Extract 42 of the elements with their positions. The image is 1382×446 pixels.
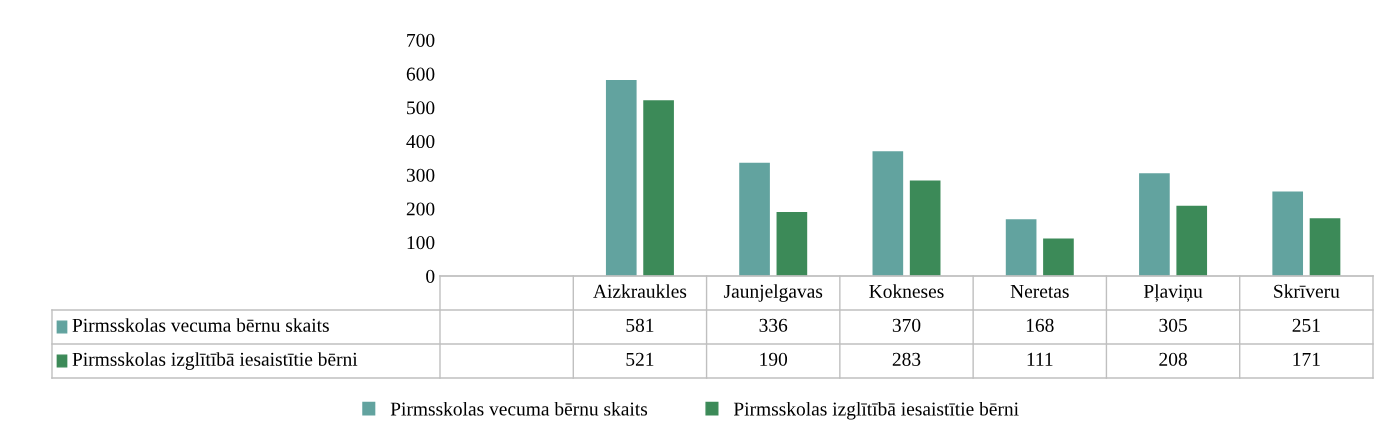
x-tick-label: Kokneses (869, 284, 944, 298)
y-tick-label: 100 (407, 236, 435, 250)
legend-label: Pirmsskolas izglītībā iesaistītie bērni (733, 401, 1019, 420)
x-tick-label: Aizkraukles (593, 284, 687, 298)
bar (909, 180, 941, 276)
data-label: 305 (1159, 318, 1187, 332)
bar (872, 151, 904, 276)
y-tick-label: 300 (406, 168, 435, 182)
text: Pirmsskolas vecuma bērnu skaits (72, 318, 329, 332)
bar (605, 80, 637, 276)
bar (1309, 218, 1341, 276)
y-tick-label: 200 (406, 202, 435, 216)
data-label: 190 (760, 352, 788, 366)
text: Pirmsskolas izglītībā iesaistītie bērni (72, 352, 358, 370)
bar (643, 100, 674, 276)
y-tick-label: 500 (407, 101, 435, 115)
data-label: 521 (626, 352, 654, 366)
y-tick-label: 400 (406, 134, 435, 149)
data-label: 251 (1292, 318, 1320, 332)
bar (1139, 173, 1170, 276)
data-label: 370 (892, 318, 921, 332)
bar (1272, 191, 1304, 276)
y-tick-label: 600 (406, 67, 435, 81)
legend-label: Pirmsskolas vecuma bērnu skaits (390, 401, 648, 416)
data-label: 171 (1293, 352, 1320, 366)
x-tick-label: Skrīveru (1274, 284, 1340, 298)
bar (1005, 219, 1037, 276)
bar (1043, 238, 1074, 276)
data-label: 111 (1027, 352, 1053, 366)
data-label: 581 (626, 318, 654, 332)
y-tick-label: 700 (407, 33, 435, 47)
data-label: 336 (759, 318, 788, 332)
data-label: 168 (1026, 318, 1054, 332)
x-tick-label: Neretas (1010, 284, 1069, 298)
x-tick-label: Jaunjelgavas (723, 284, 823, 302)
x-tick-label: Pļaviņu (1143, 284, 1203, 302)
bar (1176, 205, 1208, 276)
data-label: 283 (892, 352, 921, 366)
bar (739, 162, 770, 276)
bar (776, 211, 808, 276)
y-tick-label: 0 (426, 269, 435, 283)
data-label: 208 (1159, 352, 1187, 366)
